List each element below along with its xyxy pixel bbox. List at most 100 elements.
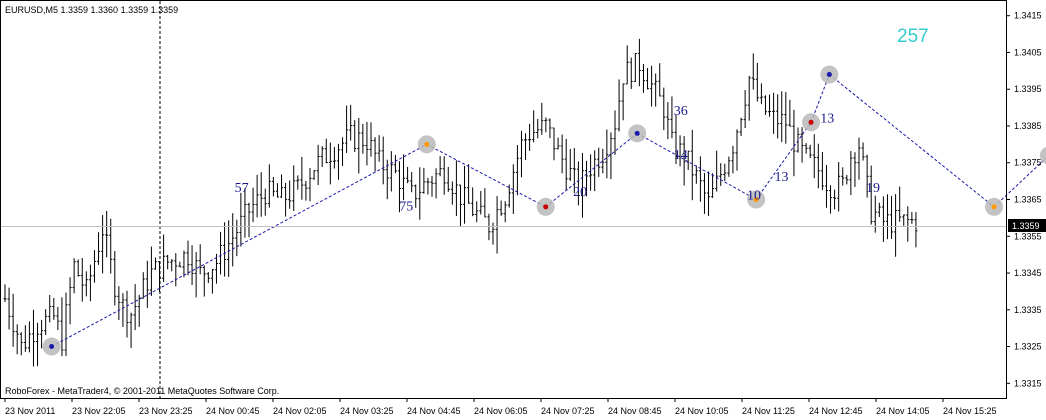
ohlc-bar [898, 186, 902, 222]
ohlc-bar [402, 154, 406, 201]
copyright-text: RoboForex - MetaTrader4, © 2001-2011 Met… [5, 386, 279, 396]
ohlc-bar [849, 151, 853, 195]
ohlc-bar [166, 254, 170, 270]
ohlc-bar [239, 192, 243, 247]
wave-count-label: 57 [235, 181, 249, 196]
ohlc-bar [328, 142, 332, 185]
ohlc-bar [772, 92, 776, 134]
ohlc-bar [320, 146, 324, 167]
ohlc-bar [755, 62, 759, 102]
ohlc-bar [881, 196, 885, 242]
y-tick-label: 1.3405 [1014, 47, 1042, 57]
wave-count-label: 14 [674, 148, 688, 163]
ohlc-bar [865, 154, 869, 198]
ohlc-bar [690, 129, 694, 201]
x-tick-label: 23 Nov 22:05 [72, 406, 126, 416]
ohlc-bar [711, 173, 715, 198]
x-tick-label: 23 Nov 23:25 [139, 406, 193, 416]
ohlc-bar [101, 215, 105, 274]
ohlc-bar [869, 165, 873, 225]
ohlc-bar [800, 127, 804, 163]
ohlc-bar [463, 165, 467, 224]
y-tick-label: 1.3345 [1014, 268, 1042, 278]
ohlc-bar [80, 257, 84, 302]
ohlc-bar [133, 284, 137, 331]
ohlc-bar [528, 123, 532, 151]
ohlc-bar [580, 152, 584, 218]
ohlc-bar [210, 269, 214, 294]
ohlc-bar [64, 292, 68, 357]
ohlc-bar [235, 219, 239, 257]
ohlc-bar [784, 92, 788, 144]
wave-marker-dot [543, 204, 549, 210]
x-tick-label: 24 Nov 00:45 [206, 406, 260, 416]
ohlc-bar [206, 272, 210, 284]
ohlc-bar [263, 188, 267, 216]
ohlc-bar [540, 102, 544, 135]
ohlc-bar [589, 154, 593, 191]
ohlc-bar [674, 114, 678, 165]
ohlc-bar [389, 151, 393, 192]
ohlc-bar [312, 170, 316, 180]
ohlc-bar [894, 194, 898, 257]
wave-marker-dot [424, 141, 430, 147]
ohlc-bar [658, 63, 662, 97]
ohlc-bar [698, 156, 702, 202]
ohlc-bar [885, 194, 889, 240]
ohlc-bar [393, 154, 397, 174]
ohlc-bar [719, 163, 723, 186]
ohlc-bar [280, 174, 284, 198]
ohlc-bar [450, 181, 454, 205]
ohlc-bar [68, 277, 72, 325]
ohlc-bar [763, 95, 767, 115]
ohlc-bar [60, 297, 64, 357]
wave-count-label: 36 [674, 104, 688, 119]
ohlc-bar [816, 143, 820, 189]
ohlc-bar [117, 286, 121, 321]
x-tick-label: 24 Nov 07:25 [541, 406, 595, 416]
ohlc-bar [426, 177, 430, 195]
ohlc-bar [247, 202, 251, 238]
ohlc-bar [214, 253, 218, 284]
ohlc-bar [72, 258, 76, 294]
ohlc-bar [275, 183, 279, 198]
wave-count-label: 10 [747, 189, 761, 204]
ohlc-bar [515, 144, 519, 196]
ohlc-bar [829, 185, 833, 214]
ohlc-bar [88, 264, 92, 302]
x-tick-label: 24 Nov 15:25 [943, 406, 997, 416]
ohlc-bar [544, 117, 548, 133]
ohlc-bar [121, 293, 125, 328]
ohlc-bar [682, 136, 686, 186]
ohlc-bar [613, 110, 617, 155]
ohlc-bar [833, 189, 837, 210]
ohlc-bar [336, 143, 340, 180]
ohlc-bar [446, 167, 450, 192]
ohlc-bar [576, 161, 580, 206]
ohlc-bar [296, 175, 300, 190]
price-axis: 1.3415 1.3405 1.3395 1.3385 1.3375 1.3365 1.33… [1006, 11, 1042, 388]
wave-marker-dot [753, 197, 759, 202]
ohlc-bar [377, 135, 381, 162]
ohlc-bar [11, 293, 15, 347]
ohlc-bar [727, 156, 731, 177]
ohlc-bar [597, 147, 601, 177]
ohlc-bar [625, 45, 629, 85]
ohlc-bar [292, 165, 296, 212]
ohlc-bar [186, 240, 190, 276]
wave-marker-dot [49, 344, 55, 350]
ohlc-bar [824, 165, 828, 208]
wave-marker-dot [808, 119, 814, 125]
ohlc-bar [418, 167, 422, 220]
ohlc-bar [637, 38, 641, 87]
ohlc-bar [190, 245, 194, 286]
ohlc-bar [97, 232, 101, 265]
wave-marker-dot [634, 130, 640, 136]
ohlc-bar [890, 195, 894, 239]
ohlc-bar [735, 129, 739, 171]
ohlc-bar [255, 174, 259, 218]
wave-segment [993, 157, 1046, 208]
ohlc-bar [792, 109, 796, 177]
ohlc-bar [605, 129, 609, 179]
